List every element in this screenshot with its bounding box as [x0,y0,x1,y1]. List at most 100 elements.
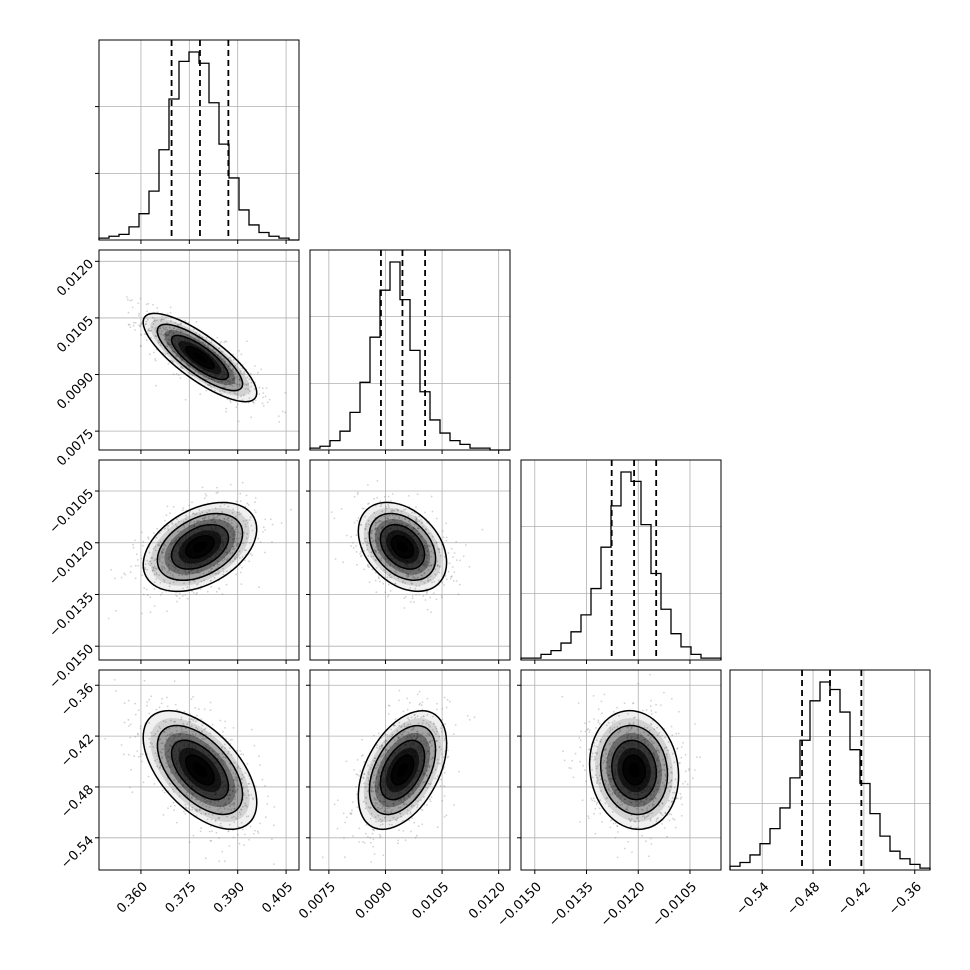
sample-point [203,563,205,565]
sample-point [133,755,136,758]
sample-point [216,486,219,489]
sample-point [228,550,231,553]
sample-point [239,500,242,502]
sample-point [259,822,261,825]
sample-point [226,525,229,528]
sample-point [169,512,171,515]
sample-point [170,359,173,362]
sample-point [175,821,178,824]
sample-point [353,769,355,771]
sample-point [468,718,471,721]
sample-point [233,381,236,384]
sample-point [344,821,346,824]
sample-point [216,491,219,494]
sample-point [345,534,348,537]
sample-point [128,725,131,727]
sample-point [126,296,128,298]
sample-point [229,739,232,741]
sample-point [208,383,211,386]
sample-point [226,552,229,554]
sample-point [614,836,617,839]
sample-point [448,700,451,703]
sample-point [213,516,216,519]
sample-point [259,541,262,544]
sample-point [163,791,166,794]
sample-point [370,861,373,863]
sample-point [126,298,129,301]
sample-point [250,524,253,527]
sample-point [217,514,219,517]
sample-point [245,537,248,540]
sample-point [655,703,657,706]
sample-point [418,593,420,596]
sample-point [154,358,157,360]
sample-point [457,593,460,596]
sample-point [227,380,230,382]
panel-frame [98,39,300,241]
sample-point [356,773,359,776]
sample-point [201,486,204,489]
sample-point [221,593,224,596]
contour-2 [156,323,244,392]
sample-point [663,691,665,694]
sample-point [205,371,208,374]
sample-point [170,343,173,346]
sample-point [166,345,169,347]
density-fill [143,710,257,830]
sample-point [441,582,444,584]
sample-point [124,573,127,576]
sample-point [214,351,216,354]
sample-point [139,727,142,730]
sample-point [184,338,187,340]
sample-point [160,552,163,555]
sample-point [222,377,224,379]
sample-point [177,328,180,331]
sample-point [247,383,250,386]
sample-point [180,356,182,359]
sample-point [186,363,189,366]
sample-point [238,513,241,516]
sample-point [202,519,205,522]
sample-point [192,695,195,698]
sample-point [187,365,190,367]
sample-point [217,566,219,569]
sample-point [232,378,235,381]
sample-point [452,580,455,582]
sample-point [466,715,469,717]
sample-point [174,321,177,324]
sample-point [223,558,226,560]
sample-point [127,311,130,314]
sample-point [145,339,148,341]
sample-point [254,497,257,499]
sample-point [175,355,178,358]
sample-point [424,511,426,514]
sample-point [239,492,242,495]
sample-point [217,355,219,357]
sample-point [269,518,272,521]
sample-point [404,839,407,842]
sample-point [239,370,242,373]
sample-point [226,547,228,550]
sample-point [239,571,242,574]
sample-point [200,569,203,571]
sample-point [222,730,224,733]
sample-point [167,333,170,336]
sample-point [235,383,238,386]
sample-point [220,393,223,395]
sample-point [155,708,158,711]
sample-point [132,324,135,327]
sample-point [367,563,369,566]
sample-point [218,347,221,349]
sample-point [352,835,354,837]
sample-point [247,503,250,506]
sample-point [172,565,174,567]
sample-point [257,832,260,834]
sample-point [180,339,183,342]
sample-point [216,560,219,563]
sample-point [196,563,199,566]
sample-point [173,804,176,807]
sample-point [379,580,381,583]
sample-point [189,525,192,527]
sample-point [165,341,168,343]
x-tick-label: 0.360 [114,880,151,917]
